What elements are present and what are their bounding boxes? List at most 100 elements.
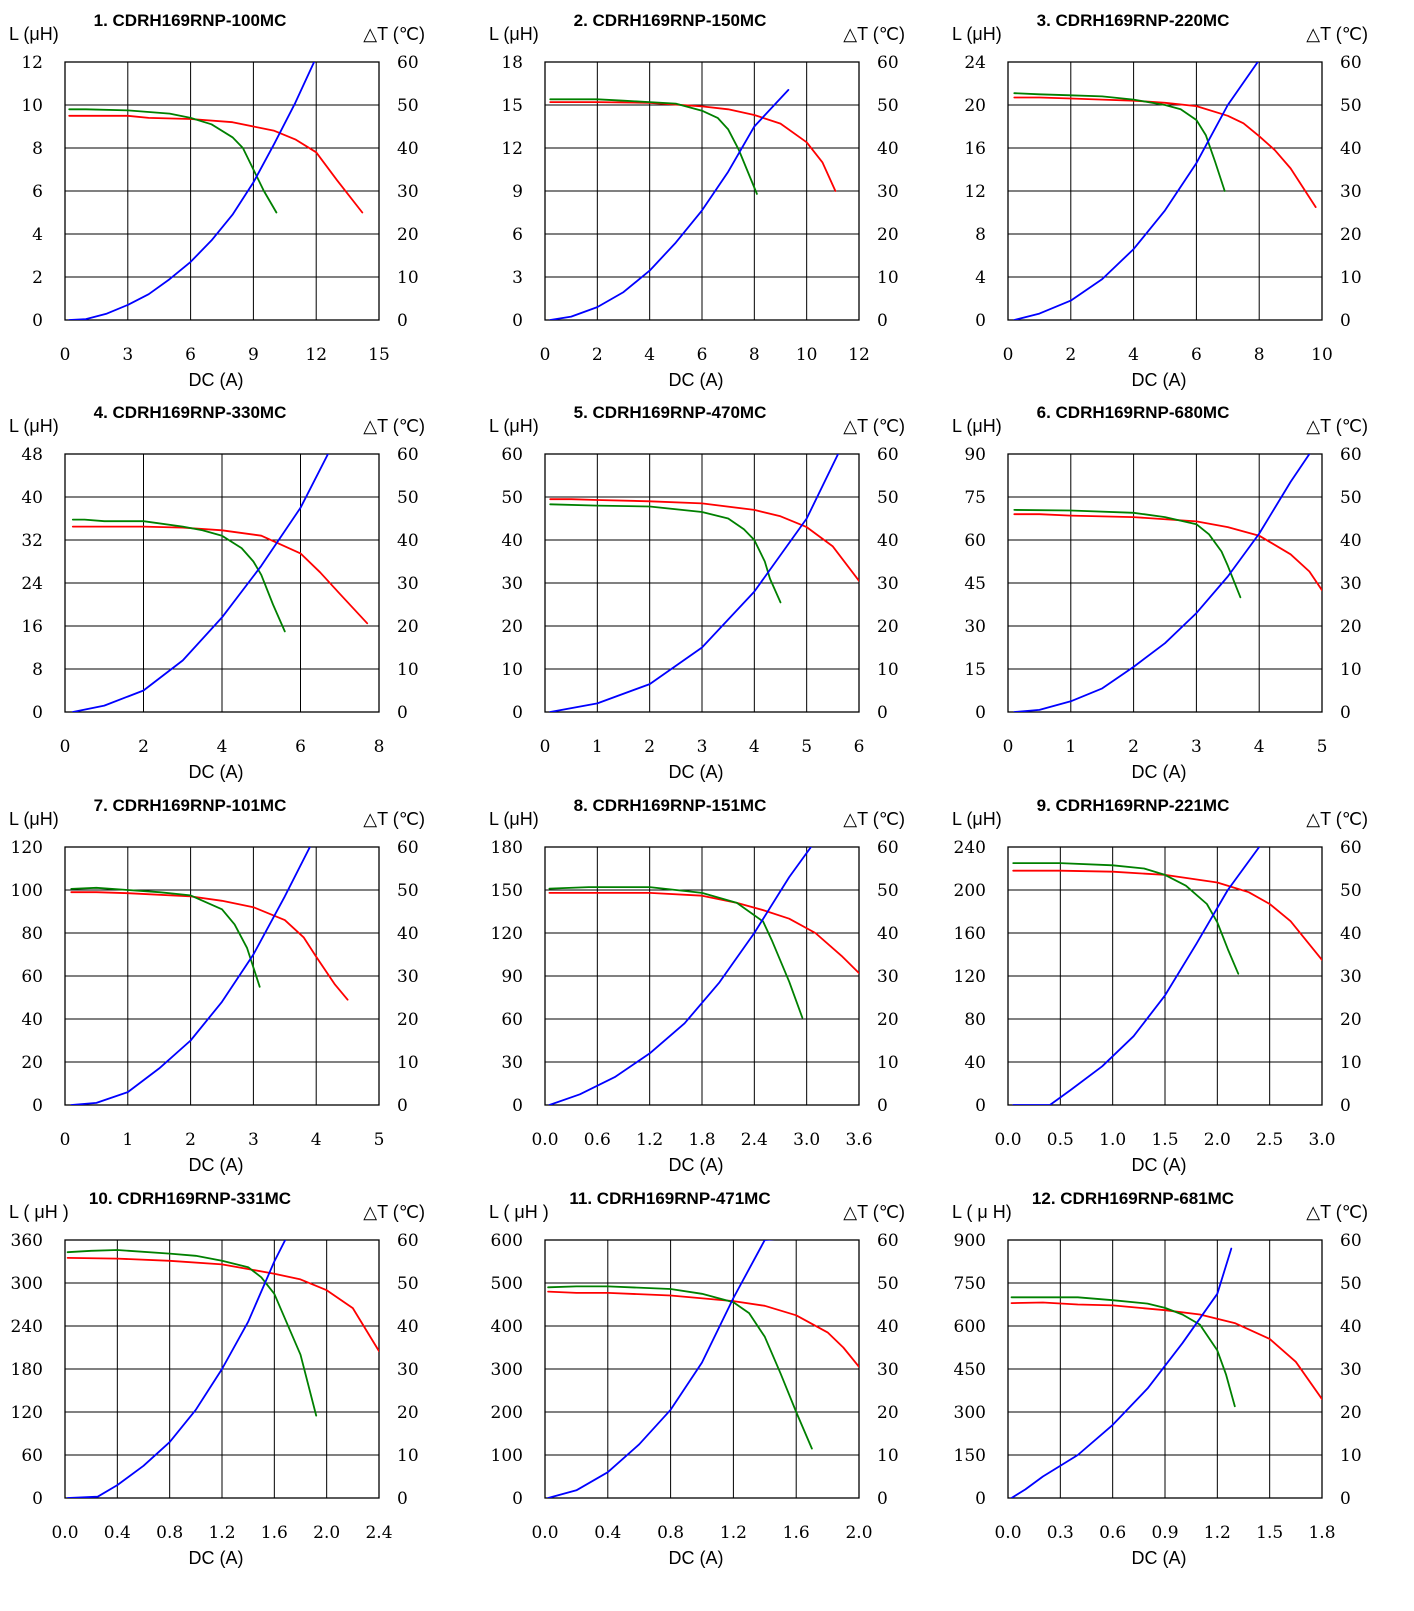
x-tick-label: 2.5 — [1256, 1130, 1283, 1150]
y-tick-label: 200 — [491, 1403, 523, 1423]
x-tick-label: 8 — [749, 345, 760, 365]
y2-axis-label: △T (℃) — [1306, 24, 1368, 44]
x-tick-label: 4 — [749, 737, 760, 757]
x-tick-label: 0 — [60, 1130, 71, 1150]
inductance-curve-red — [1010, 1301, 1322, 1401]
y-tick-label: 60 — [501, 445, 523, 465]
y2-tick-label: 20 — [1340, 1403, 1362, 1423]
y-tick-label: 240 — [11, 1317, 43, 1337]
y-tick-label: 120 — [491, 924, 523, 944]
inductance-curve-green — [1013, 509, 1242, 599]
series-group — [1010, 1247, 1322, 1498]
y2-tick-label: 40 — [877, 531, 899, 551]
y2-tick-label: 50 — [1340, 881, 1362, 901]
temperature-rise-curve-blue — [1013, 454, 1311, 712]
x-axis-label: DC (A) — [1132, 370, 1187, 390]
y-axis-label: L (μH) — [952, 809, 1002, 829]
temperature-rise-curve-blue — [549, 454, 840, 712]
y2-tick-label: 20 — [1340, 617, 1362, 637]
temperature-rise-curve-blue — [71, 454, 329, 712]
plot-frame — [1007, 846, 1323, 1106]
temperature-rise-curve-blue — [1013, 62, 1259, 320]
plot-frame — [544, 846, 860, 1106]
inductance-curve-red — [1013, 513, 1322, 592]
y2-tick-label: 10 — [397, 1053, 419, 1073]
y-tick-label: 9 — [512, 182, 523, 202]
x-tick-label: 8 — [1254, 345, 1265, 365]
y2-tick-label: 60 — [877, 53, 899, 73]
y-tick-label: 8 — [32, 139, 43, 159]
x-tick-label: 3.6 — [845, 1130, 872, 1150]
x-tick-label: 0 — [60, 737, 71, 757]
y-tick-label: 60 — [501, 1010, 523, 1030]
y-tick-label: 500 — [491, 1274, 523, 1294]
y2-tick-label: 0 — [397, 311, 408, 331]
chart-title: 3. CDRH169RNP-220MC — [1037, 12, 1230, 30]
y-tick-label: 300 — [491, 1360, 523, 1380]
series-group — [548, 847, 859, 1105]
y2-tick-label: 50 — [1340, 488, 1362, 508]
y-tick-label: 0 — [975, 1489, 986, 1509]
x-tick-label: 3 — [697, 737, 708, 757]
inductance-curve-green — [549, 98, 758, 195]
y2-tick-label: 10 — [397, 1446, 419, 1466]
temperature-rise-curve-blue — [547, 1240, 775, 1498]
y-tick-label: 15 — [501, 96, 523, 116]
y2-tick-label: 30 — [397, 967, 419, 987]
x-tick-label: 2 — [592, 345, 603, 365]
x-tick-label: 0.8 — [156, 1523, 183, 1543]
y-tick-label: 30 — [501, 1053, 523, 1073]
y2-tick-label: 30 — [877, 182, 899, 202]
x-tick-label: 2.4 — [741, 1130, 768, 1150]
y-tick-label: 0 — [512, 311, 523, 331]
y-tick-label: 0 — [32, 311, 43, 331]
x-tick-label: 2.0 — [845, 1523, 872, 1543]
y2-tick-label: 60 — [1340, 445, 1362, 465]
x-tick-label: 8 — [374, 737, 385, 757]
y2-tick-label: 40 — [1340, 531, 1362, 551]
series-group — [549, 89, 837, 320]
y2-tick-label: 0 — [1340, 311, 1351, 331]
y2-tick-label: 60 — [397, 53, 419, 73]
series-group — [66, 1240, 379, 1498]
y-tick-label: 0 — [975, 311, 986, 331]
x-tick-label: 1.6 — [783, 1523, 810, 1543]
x-tick-label: 6 — [1191, 345, 1202, 365]
x-axis-label: DC (A) — [1132, 762, 1187, 782]
y2-tick-label: 20 — [877, 225, 899, 245]
temperature-rise-curve-blue — [1010, 1247, 1233, 1498]
y-tick-label: 90 — [964, 445, 986, 465]
x-tick-label: 0 — [540, 345, 551, 365]
y2-tick-label: 60 — [877, 1231, 899, 1251]
y2-tick-label: 40 — [397, 924, 419, 944]
y-tick-label: 400 — [491, 1317, 523, 1337]
y-tick-label: 120 — [954, 967, 986, 987]
y-tick-label: 360 — [11, 1231, 43, 1251]
chart-title: 7. CDRH169RNP-101MC — [94, 797, 287, 815]
x-tick-label: 4 — [311, 1130, 322, 1150]
y2-tick-label: 0 — [877, 703, 888, 723]
x-tick-label: 1.2 — [1204, 1523, 1231, 1543]
y2-tick-label: 20 — [397, 617, 419, 637]
y2-tick-label: 10 — [877, 1446, 899, 1466]
y2-tick-label: 10 — [877, 1053, 899, 1073]
y2-tick-label: 50 — [397, 96, 419, 116]
y2-tick-label: 30 — [1340, 574, 1362, 594]
series-group — [547, 1240, 859, 1498]
y2-tick-label: 10 — [877, 268, 899, 288]
y-tick-label: 18 — [501, 53, 523, 73]
y2-tick-label: 60 — [397, 445, 419, 465]
x-tick-label: 1.8 — [688, 1130, 715, 1150]
x-tick-label: 0.0 — [994, 1523, 1021, 1543]
y-tick-label: 0 — [512, 1096, 523, 1116]
temperature-rise-curve-blue — [548, 847, 812, 1105]
y-tick-label: 900 — [954, 1231, 986, 1251]
series-group — [71, 454, 369, 712]
x-tick-label: 4 — [1128, 345, 1139, 365]
y2-tick-label: 50 — [877, 881, 899, 901]
y-tick-label: 40 — [964, 1053, 986, 1073]
y-axis-label: L (μH) — [489, 416, 539, 436]
x-tick-label: 6 — [854, 737, 865, 757]
y2-tick-label: 30 — [1340, 1360, 1362, 1380]
y-tick-label: 6 — [32, 182, 43, 202]
